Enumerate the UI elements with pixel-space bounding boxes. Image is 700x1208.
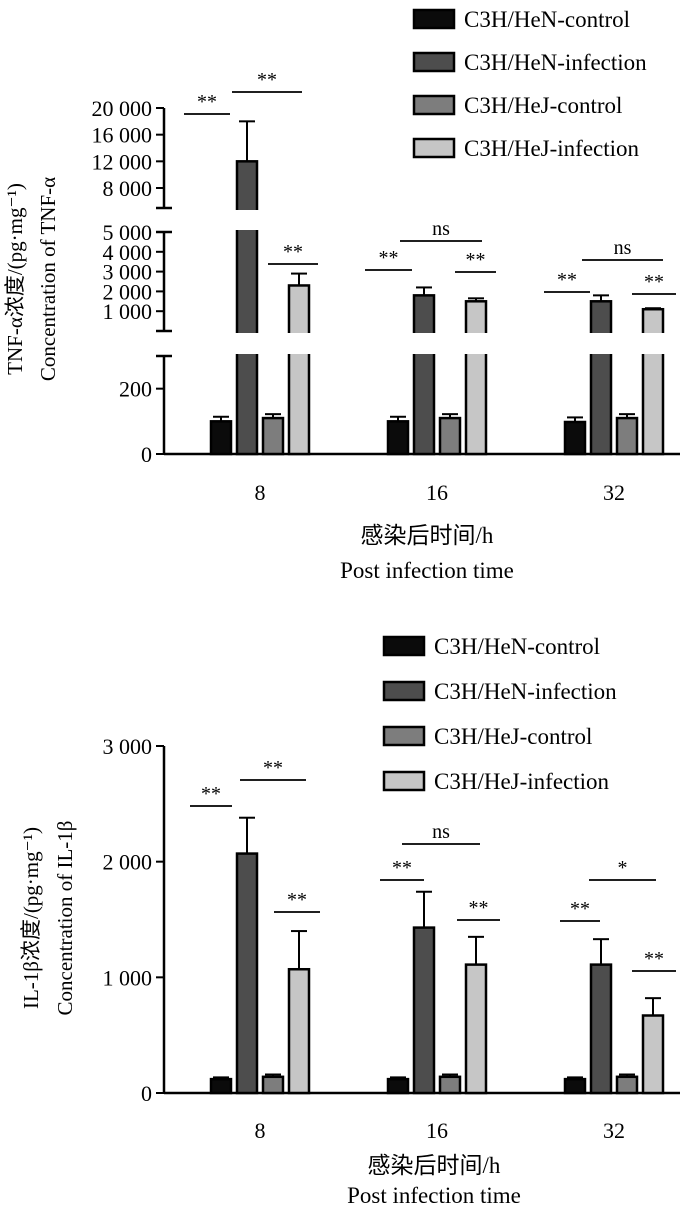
legend-il1b-label-3: C3H/HeJ-infection — [434, 769, 610, 794]
y-tick-label: 2 000 — [103, 850, 153, 875]
y-tick-label: 0 — [141, 1081, 152, 1106]
bar — [641, 1014, 665, 1095]
x-tick-label: 16 — [426, 480, 448, 505]
legend-tnf-label-2: C3H/HeJ-control — [464, 93, 622, 118]
significance-marker-label: ** — [466, 249, 486, 271]
y-tick-label: 200 — [119, 377, 152, 402]
bar — [386, 1077, 410, 1095]
y-tick-label: 1 000 — [103, 965, 153, 990]
significance-marker-label: ** — [570, 898, 590, 920]
legend-il1b-label-2: C3H/HeJ-control — [434, 724, 592, 749]
axis-break-gap — [168, 210, 688, 230]
legend-tnf-swatch-1 — [412, 51, 456, 73]
y-axis-title-cn: TNF-α浓度/(pg·mg⁻¹) — [3, 183, 27, 375]
bar — [438, 416, 462, 456]
significance-marker-label: ** — [557, 269, 577, 291]
legend-il1b-swatch-0 — [382, 635, 426, 657]
legend-il1b-label-0: C3H/HeN-control — [434, 634, 600, 659]
legend-tnf-swatch-2 — [412, 94, 456, 116]
significance-marker-label: ** — [392, 857, 412, 879]
x-axis-title-cn: 感染后时间/h — [368, 1153, 501, 1178]
significance-marker-label: ** — [257, 69, 277, 91]
significance-marker-label: ns — [614, 237, 632, 259]
x-tick-label: 32 — [603, 1118, 625, 1143]
legend-tnf-label-1: C3H/HeN-infection — [464, 50, 647, 75]
bar — [589, 963, 613, 1095]
y-axis-title-en: Concentration of IL-1β — [53, 821, 77, 1016]
significance-marker-label: ** — [283, 241, 303, 263]
y-tick-label: 1 000 — [103, 299, 153, 324]
legend-tnf-swatch-3 — [412, 137, 456, 159]
y-axis-title-cn: IL-1β浓度/(pg·mg⁻¹) — [19, 827, 43, 1009]
significance-marker-label: ** — [287, 889, 307, 911]
x-tick-label: 32 — [603, 480, 625, 505]
legend-tnf-label-3: C3H/HeJ-infection — [464, 136, 640, 161]
bar — [641, 307, 665, 456]
legend-tnf-label-0: C3H/HeN-control — [464, 7, 630, 32]
x-tick-label: 16 — [426, 1118, 448, 1143]
significance-marker-label: ** — [263, 757, 283, 779]
axis-break-gap — [168, 333, 688, 354]
y-tick-label: 3 000 — [103, 734, 153, 759]
legend-il1b-swatch-2 — [382, 725, 426, 747]
bar — [235, 852, 259, 1095]
bar — [386, 420, 410, 456]
bar — [615, 1075, 639, 1095]
bar — [438, 1075, 462, 1095]
legend-tnf-swatch-0 — [412, 8, 456, 30]
y-tick-label: 16 000 — [92, 123, 153, 148]
y-tick-label: 0 — [141, 442, 152, 467]
y-tick-label: 8 000 — [103, 176, 153, 201]
bar — [235, 160, 259, 456]
y-tick-label: 20 000 — [92, 96, 153, 121]
bar — [563, 420, 587, 456]
bar — [412, 294, 436, 456]
bar — [261, 1075, 285, 1095]
significance-marker-label: ns — [432, 218, 450, 240]
y-tick-label: 4 000 — [103, 240, 153, 265]
bar — [589, 300, 613, 456]
x-axis-title-en: Post infection time — [340, 558, 514, 583]
bar — [209, 1077, 233, 1095]
bar — [412, 926, 436, 1095]
y-tick-label: 12 000 — [92, 149, 153, 174]
significance-marker-label: ** — [201, 783, 221, 805]
bar — [464, 300, 488, 456]
bar — [464, 963, 488, 1095]
legend-il1b-label-1: C3H/HeN-infection — [434, 679, 617, 704]
x-axis-title-cn: 感染后时间/h — [361, 523, 494, 548]
legend-il1b-swatch-3 — [382, 770, 426, 792]
bar — [261, 416, 285, 456]
bar — [287, 284, 311, 456]
y-tick-label: 3 000 — [103, 260, 153, 285]
y-tick-label: 5 000 — [103, 220, 153, 245]
bar — [615, 416, 639, 456]
significance-marker-label: ns — [432, 821, 450, 843]
x-tick-label: 8 — [255, 480, 266, 505]
significance-marker-label: ** — [469, 897, 489, 919]
significance-marker-label: ** — [197, 91, 217, 113]
bar — [563, 1077, 587, 1095]
bar — [287, 967, 311, 1095]
significance-marker-label: ** — [644, 271, 664, 293]
y-axis-title-en: Concentration of TNF-α — [36, 177, 60, 381]
significance-marker-label: ** — [644, 948, 664, 970]
bar — [209, 420, 233, 456]
x-axis-title-en: Post infection time — [347, 1183, 521, 1208]
significance-marker-label: * — [618, 857, 628, 879]
x-tick-label: 8 — [255, 1118, 266, 1143]
legend-il1b-swatch-1 — [382, 680, 426, 702]
y-tick-label: 2 000 — [103, 279, 153, 304]
significance-marker-label: ** — [379, 247, 399, 269]
